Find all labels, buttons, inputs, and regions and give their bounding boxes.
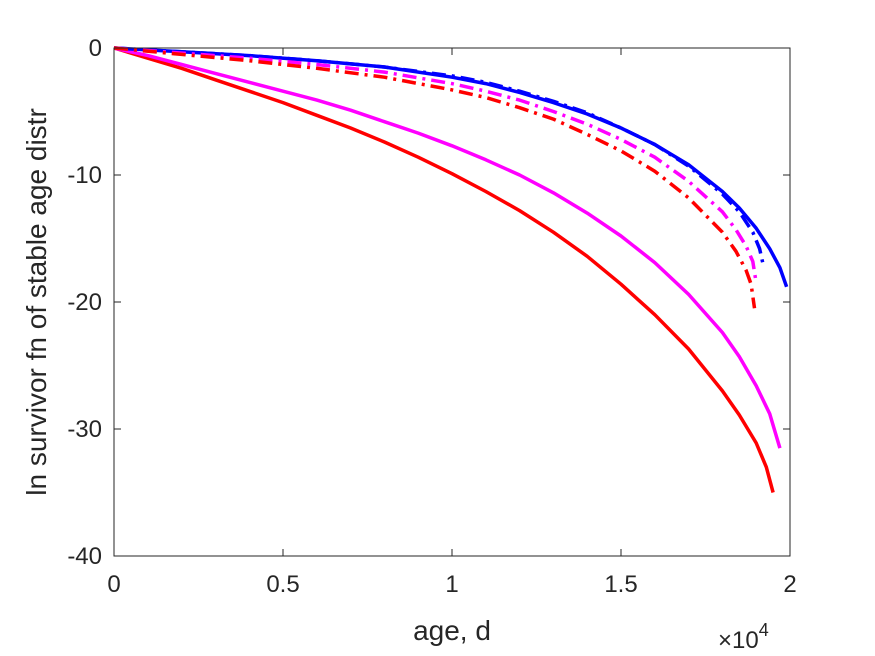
x-exponent-label: ×104 <box>718 620 769 654</box>
series-layer <box>113 46 789 493</box>
series-line-5 <box>113 46 758 284</box>
series-line-3 <box>113 46 789 288</box>
x-axis-title: age, d <box>413 615 491 646</box>
x-exponent-power: 4 <box>759 620 769 640</box>
y-tick-label: -40 <box>67 543 102 570</box>
series-line-6 <box>113 46 757 309</box>
x-tick-label: 0 <box>107 571 120 598</box>
x-tick-label: 1 <box>445 571 458 598</box>
y-tick-label: -10 <box>67 162 102 189</box>
x-tick-label: 1.5 <box>604 571 637 598</box>
plot-frame <box>113 47 791 557</box>
ticks-layer <box>113 47 791 557</box>
x-tick-labels: 0 0.5 1 1.5 2 <box>107 571 796 598</box>
series-line-1 <box>113 46 775 493</box>
y-tick-label: 0 <box>89 35 102 62</box>
x-tick-label: 0.5 <box>266 571 299 598</box>
y-tick-labels: 0 -10 -20 -30 -40 <box>67 35 102 570</box>
series-line-2 <box>113 46 782 449</box>
x-exponent-base: ×10 <box>718 627 759 654</box>
y-tick-label: -30 <box>67 416 102 443</box>
y-axis-title: ln survivor fn of stable age distr <box>21 108 52 496</box>
x-tick-label: 2 <box>783 571 796 598</box>
y-tick-label: -20 <box>67 289 102 316</box>
